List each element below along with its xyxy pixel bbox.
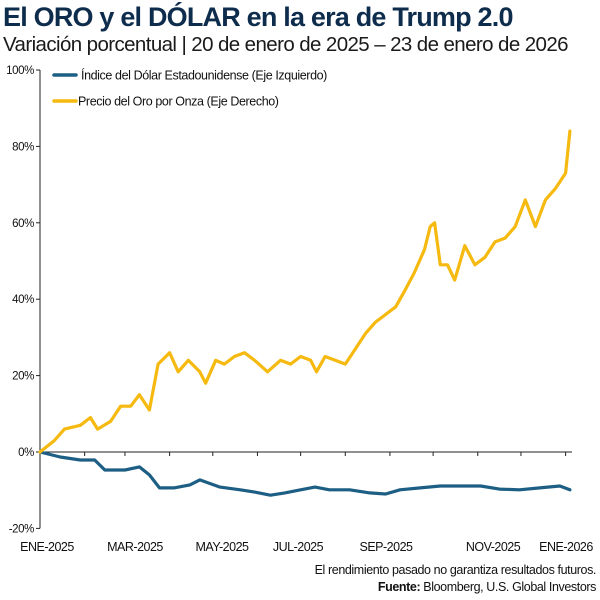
y-tick-label: 100%: [6, 65, 34, 77]
chart-subtitle: Variación porcentual | 20 de enero de 20…: [3, 33, 569, 56]
x-tick-label: ENE-2025: [20, 540, 74, 554]
source-text: Bloomberg, U.S. Global Investors: [420, 580, 596, 594]
dollar-index-line: [38, 450, 572, 497]
x-tick-label: MAY-2025: [196, 540, 250, 554]
source-note: Fuente: Bloomberg, U.S. Global Investors: [377, 580, 597, 594]
x-tick-label: NOV-2025: [466, 540, 521, 554]
y-tick-label: 80%: [12, 141, 34, 153]
y-tick-label: 20%: [12, 371, 34, 383]
disclaimer: El rendimiento pasado no garantiza resul…: [314, 563, 597, 577]
x-tick-label: ENE-2026: [539, 540, 593, 554]
gold-price-line: [38, 129, 572, 454]
x-tick-label: MAR-2025: [107, 540, 163, 554]
y-tick-label: 40%: [12, 294, 34, 306]
y-tick-label: -20%: [9, 523, 34, 535]
source-label: Fuente:: [377, 580, 421, 594]
chart-title: El ORO y el DÓLAR en la era de Trump 2.0: [3, 2, 513, 32]
y-tick-label: 60%: [12, 218, 34, 230]
x-tick-label: JUL-2025: [273, 540, 324, 554]
legend-label: Precio del Oro por Onza (Eje Derecho): [78, 95, 279, 109]
legend-label: Índice del Dólar Estadounidense (Eje Izq…: [81, 68, 327, 83]
y-tick-label: 0%: [18, 447, 34, 459]
x-tick-label: SEP-2025: [360, 540, 414, 554]
